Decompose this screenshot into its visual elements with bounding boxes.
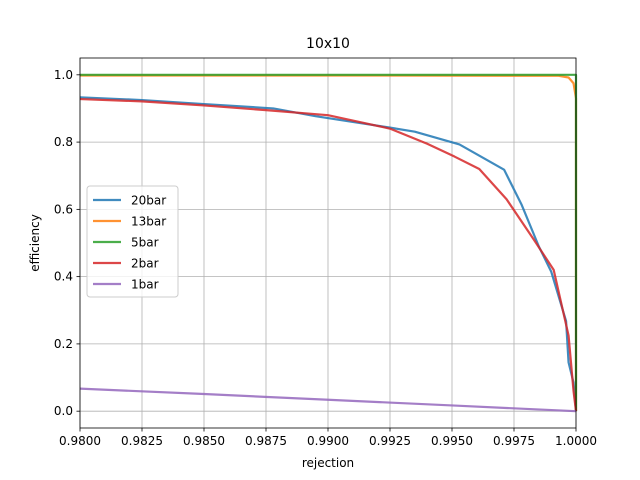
legend: 20bar 13bar 5bar 2bar 1bar — [86, 185, 179, 298]
x-tick-label: 0.9875 — [245, 434, 287, 448]
series-line-20bar — [79, 96, 578, 412]
axis-ticks: 0.9800 0.9825 0.9850 0.9875 0.9900 0.9925 0.99… — [54, 68, 597, 448]
y-tick-label: 0.4 — [54, 270, 73, 284]
y-tick-label: 0.8 — [54, 135, 73, 149]
x-tick-label: 0.9925 — [369, 434, 411, 448]
y-axis-label: efficiency — [28, 214, 42, 272]
series-line-2bar — [79, 97, 578, 412]
x-tick-label: 0.9825 — [121, 434, 163, 448]
x-tick-label: 0.9900 — [307, 434, 349, 448]
x-tick-label: 1.0000 — [555, 434, 597, 448]
series-lines — [79, 73, 578, 413]
legend-label-20bar: 20bar — [131, 194, 166, 208]
y-tick-label: 0.2 — [54, 337, 73, 351]
legend-box — [86, 185, 179, 298]
legend-label-13bar: 13bar — [131, 215, 166, 229]
legend-label-5bar: 5bar — [131, 236, 159, 250]
x-tick-label: 0.9950 — [431, 434, 473, 448]
y-tick-label: 1.0 — [54, 68, 73, 82]
x-tick-label: 0.9850 — [183, 434, 225, 448]
legend-items: 20bar 13bar 5bar 2bar 1bar — [93, 194, 166, 292]
x-axis-label: rejection — [302, 456, 354, 470]
y-tick-label: 0.6 — [54, 202, 73, 216]
x-tick-label: 0.9975 — [493, 434, 535, 448]
legend-label-2bar: 2bar — [131, 257, 159, 271]
chart-title: 10x10 — [306, 36, 350, 52]
legend-label-1bar: 1bar — [131, 278, 159, 292]
y-tick-label: 0.0 — [54, 404, 73, 418]
x-tick-label: 0.9800 — [59, 434, 101, 448]
series-line-1bar — [79, 387, 577, 413]
